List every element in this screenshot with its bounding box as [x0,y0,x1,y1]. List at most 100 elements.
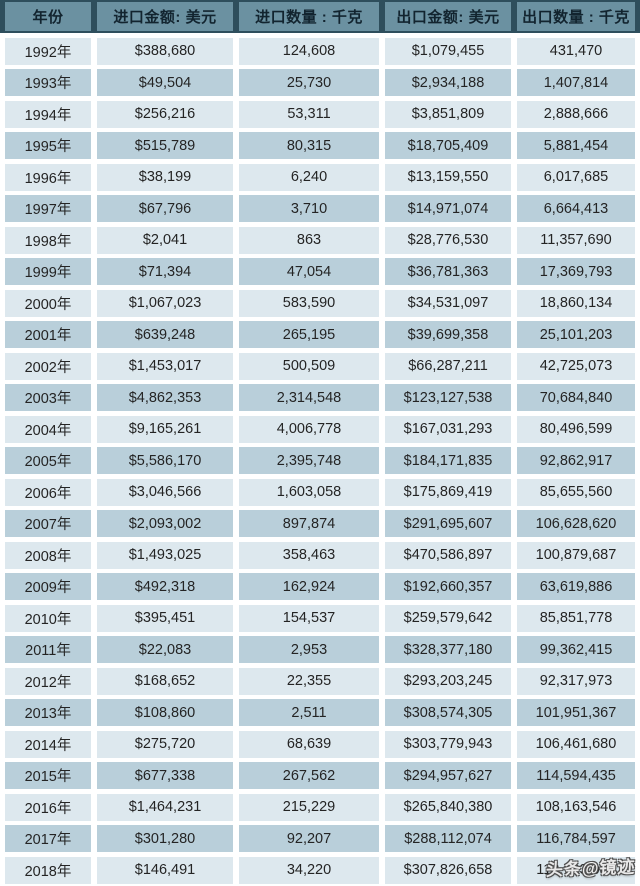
value-cell: 85,655,560 [517,478,635,506]
value-cell: $2,041 [97,226,233,254]
year-cell: 2004年 [5,415,91,443]
table-row: 1999年 $71,394 47,054 $36,781,363 17,369,793 [5,258,635,285]
value-cell: $291,695,607 [385,510,511,537]
value-cell: 53,311 [239,100,379,128]
value-cell: $67,796 [97,195,233,222]
year-cell: 2003年 [5,384,91,411]
value-cell: 3,710 [239,195,379,222]
value-cell: 47,054 [239,258,379,285]
value-cell: 114,594,435 [517,762,635,789]
value-cell: 2,888,666 [517,100,635,128]
value-cell: 2,314,548 [239,384,379,411]
column-header: 进口数量 : 千克 [239,2,379,31]
value-cell: 116,784,597 [517,825,635,852]
table-row: 2008年 $1,493,025 358,463 $470,586,897 100,87… [5,541,635,569]
column-header: 出口金额: 美元 [385,2,511,31]
value-cell: $2,093,002 [97,510,233,537]
value-cell: 265,195 [239,321,379,348]
value-cell: $294,957,627 [385,762,511,789]
table-row: 2000年 $1,067,023 583,590 $34,531,097 18,860,… [5,289,635,317]
value-cell: $2,934,188 [385,69,511,96]
table-row: 2007年 $2,093,002 897,874 $291,695,607 106,62… [5,510,635,537]
value-cell: $515,789 [97,132,233,159]
value-cell: 6,664,413 [517,195,635,222]
year-cell: 1993年 [5,69,91,96]
value-cell: $13,159,550 [385,163,511,191]
value-cell: $108,860 [97,699,233,726]
value-cell: $192,660,357 [385,573,511,600]
value-cell: $36,781,363 [385,258,511,285]
value-cell: $22,083 [97,636,233,663]
value-cell: 4,006,778 [239,415,379,443]
value-cell: 100,879,687 [517,541,635,569]
year-cell: 2016年 [5,793,91,821]
table-row: 2004年 $9,165,261 4,006,778 $167,031,293 80,4… [5,415,635,443]
table-row: 2011年 $22,083 2,953 $328,377,180 99,362,415 [5,636,635,663]
value-cell: 215,229 [239,793,379,821]
table-row: 1997年 $67,796 3,710 $14,971,074 6,664,413 [5,195,635,222]
value-cell: 2,953 [239,636,379,663]
value-cell: 500,509 [239,352,379,380]
year-cell: 2006年 [5,478,91,506]
table-row: 1998年 $2,041 863 $28,776,530 11,357,690 [5,226,635,254]
value-cell: 68,639 [239,730,379,758]
value-cell: $167,031,293 [385,415,511,443]
value-cell: $123,127,538 [385,384,511,411]
value-cell: 162,924 [239,573,379,600]
value-cell: 1,603,058 [239,478,379,506]
value-cell: 80,496,599 [517,415,635,443]
value-cell: 154,537 [239,604,379,632]
table-row: 2003年 $4,862,353 2,314,548 $123,127,538 70,6… [5,384,635,411]
value-cell: $395,451 [97,604,233,632]
value-cell: $259,579,642 [385,604,511,632]
value-cell: 101,951,367 [517,699,635,726]
value-cell: 25,101,203 [517,321,635,348]
value-cell: $293,203,245 [385,667,511,695]
value-cell: 11,357,690 [517,226,635,254]
year-cell: 2001年 [5,321,91,348]
value-cell: $9,165,261 [97,415,233,443]
value-cell: $3,851,809 [385,100,511,128]
year-cell: 2007年 [5,510,91,537]
table-row: 1993年 $49,504 25,730 $2,934,188 1,407,814 [5,69,635,96]
table-row: 1995年 $515,789 80,315 $18,705,409 5,881,454 [5,132,635,159]
value-cell: 42,725,073 [517,352,635,380]
value-cell: $49,504 [97,69,233,96]
year-cell: 2014年 [5,730,91,758]
value-cell: 80,315 [239,132,379,159]
year-cell: 2017年 [5,825,91,852]
value-cell: 34,220 [239,856,379,884]
value-cell: 2,511 [239,699,379,726]
value-cell: $1,464,231 [97,793,233,821]
value-cell: 18,860,134 [517,289,635,317]
table-row: 2010年 $395,451 154,537 $259,579,642 85,851,7… [5,604,635,632]
value-cell: $184,171,835 [385,447,511,474]
value-cell: $14,971,074 [385,195,511,222]
value-cell: 92,317,973 [517,667,635,695]
value-cell: $71,394 [97,258,233,285]
year-cell: 2002年 [5,352,91,380]
table-row: 2009年 $492,318 162,924 $192,660,357 63,619,8… [5,573,635,600]
value-cell: 92,862,917 [517,447,635,474]
table-row: 2018年 $146,491 34,220 $307,826,658 112,703,0… [5,856,635,884]
table-row: 2016年 $1,464,231 215,229 $265,840,380 108,16… [5,793,635,821]
year-cell: 2012年 [5,667,91,695]
value-cell: $3,046,566 [97,478,233,506]
table-row: 2001年 $639,248 265,195 $39,699,358 25,101,20… [5,321,635,348]
year-cell: 2013年 [5,699,91,726]
value-cell: 17,369,793 [517,258,635,285]
column-header: 年份 [5,2,91,31]
table-row: 2012年 $168,652 22,355 $293,203,245 92,317,97… [5,667,635,695]
year-cell: 1998年 [5,226,91,254]
value-cell: $1,079,455 [385,37,511,65]
value-cell: $39,699,358 [385,321,511,348]
value-cell: $28,776,530 [385,226,511,254]
value-cell: $328,377,180 [385,636,511,663]
value-cell: $5,586,170 [97,447,233,474]
value-cell: 1,407,814 [517,69,635,96]
table-row: 2006年 $3,046,566 1,603,058 $175,869,419 85,6… [5,478,635,506]
value-cell: 358,463 [239,541,379,569]
value-cell: 99,362,415 [517,636,635,663]
value-cell: 2,395,748 [239,447,379,474]
